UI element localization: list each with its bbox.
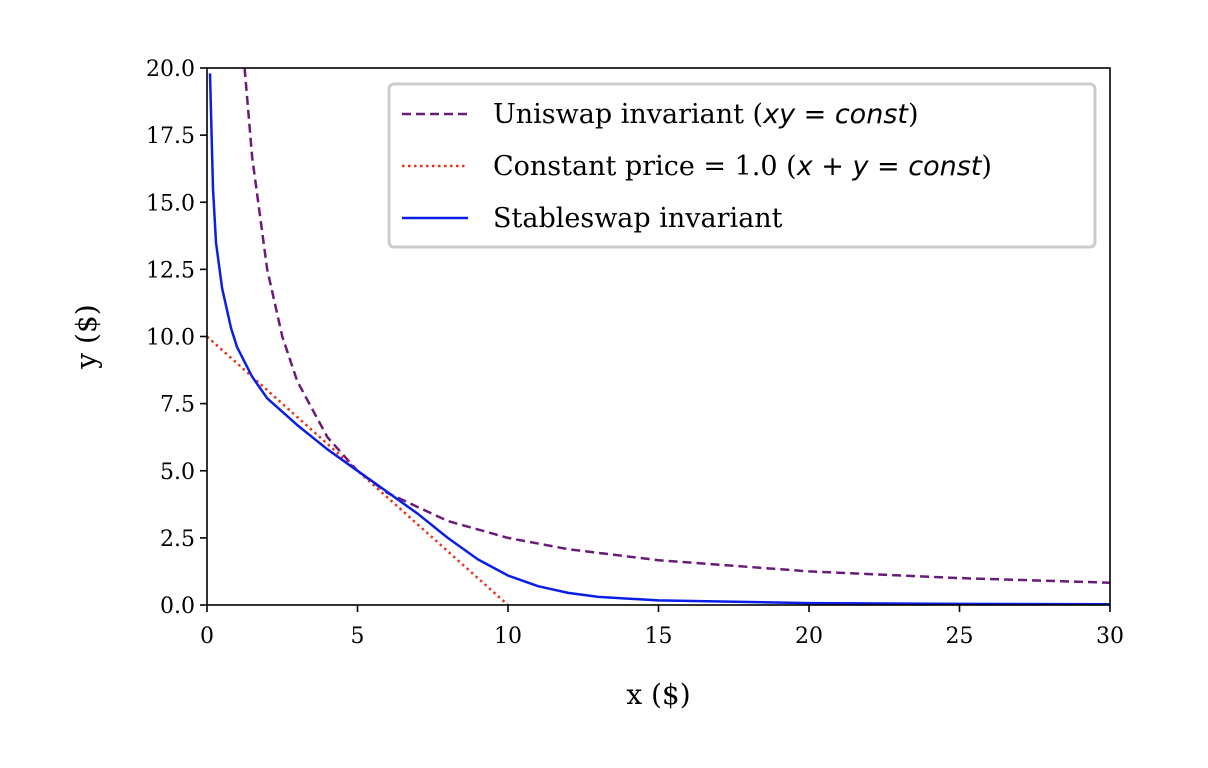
x-axis-label: x ($) (626, 678, 690, 711)
series-line-stableswap (208, 73, 1111, 606)
legend-label-uniswap-plain: Uniswap invariant ( (493, 99, 763, 130)
x-tick-label: 25 (946, 624, 974, 649)
x-tick-label: 10 (494, 624, 522, 649)
y-axis-label: y ($) (70, 304, 103, 369)
legend-label-constant-price-math: x + y = const (796, 151, 983, 182)
legend-label-constant-price: Constant price = 1.0 (x + y = const) (493, 151, 992, 182)
x-tick-label: 30 (1096, 624, 1124, 649)
y-tick-label: 2.5 (160, 527, 195, 552)
legend: Uniswap invariant (xy = const) Constant … (387, 82, 1097, 249)
y-tick-label: 10.0 (146, 326, 195, 351)
legend-label-constant-price-plain: Constant price = 1.0 ( (493, 151, 797, 182)
y-tick-label: 12.5 (146, 258, 195, 283)
legend-label-stableswap-plain: Stableswap invariant (493, 203, 783, 234)
legend-label-uniswap: Uniswap invariant (xy = const) (493, 99, 919, 130)
legend-box (387, 82, 1097, 249)
legend-label-constant-price-close: ) (981, 151, 992, 182)
y-tick-label: 7.5 (160, 393, 195, 418)
y-tick-label: 15.0 (146, 191, 195, 216)
series-layer (206, 67, 1111, 606)
legend-label-uniswap-close: ) (908, 99, 919, 130)
y-tick-label: 20.0 (146, 57, 195, 82)
x-tick-label: 15 (645, 624, 673, 649)
x-tick-label: 5 (351, 624, 365, 649)
x-tick-label: 20 (795, 624, 823, 649)
x-tick-label: 0 (200, 624, 214, 649)
series-line-constant (206, 335, 509, 606)
legend-label-stableswap: Stableswap invariant (493, 203, 783, 234)
legend-label-uniswap-math: xy = const (762, 99, 909, 130)
ticks-layer: 0 5 10 15 20 25 30 0.0 2.5 5.0 7.5 10.0 12.5 15.0 17.5… (146, 57, 1124, 649)
y-tick-label: 17.5 (146, 124, 195, 149)
y-tick-label: 5.0 (160, 460, 195, 485)
y-tick-label: 0.0 (160, 594, 195, 619)
